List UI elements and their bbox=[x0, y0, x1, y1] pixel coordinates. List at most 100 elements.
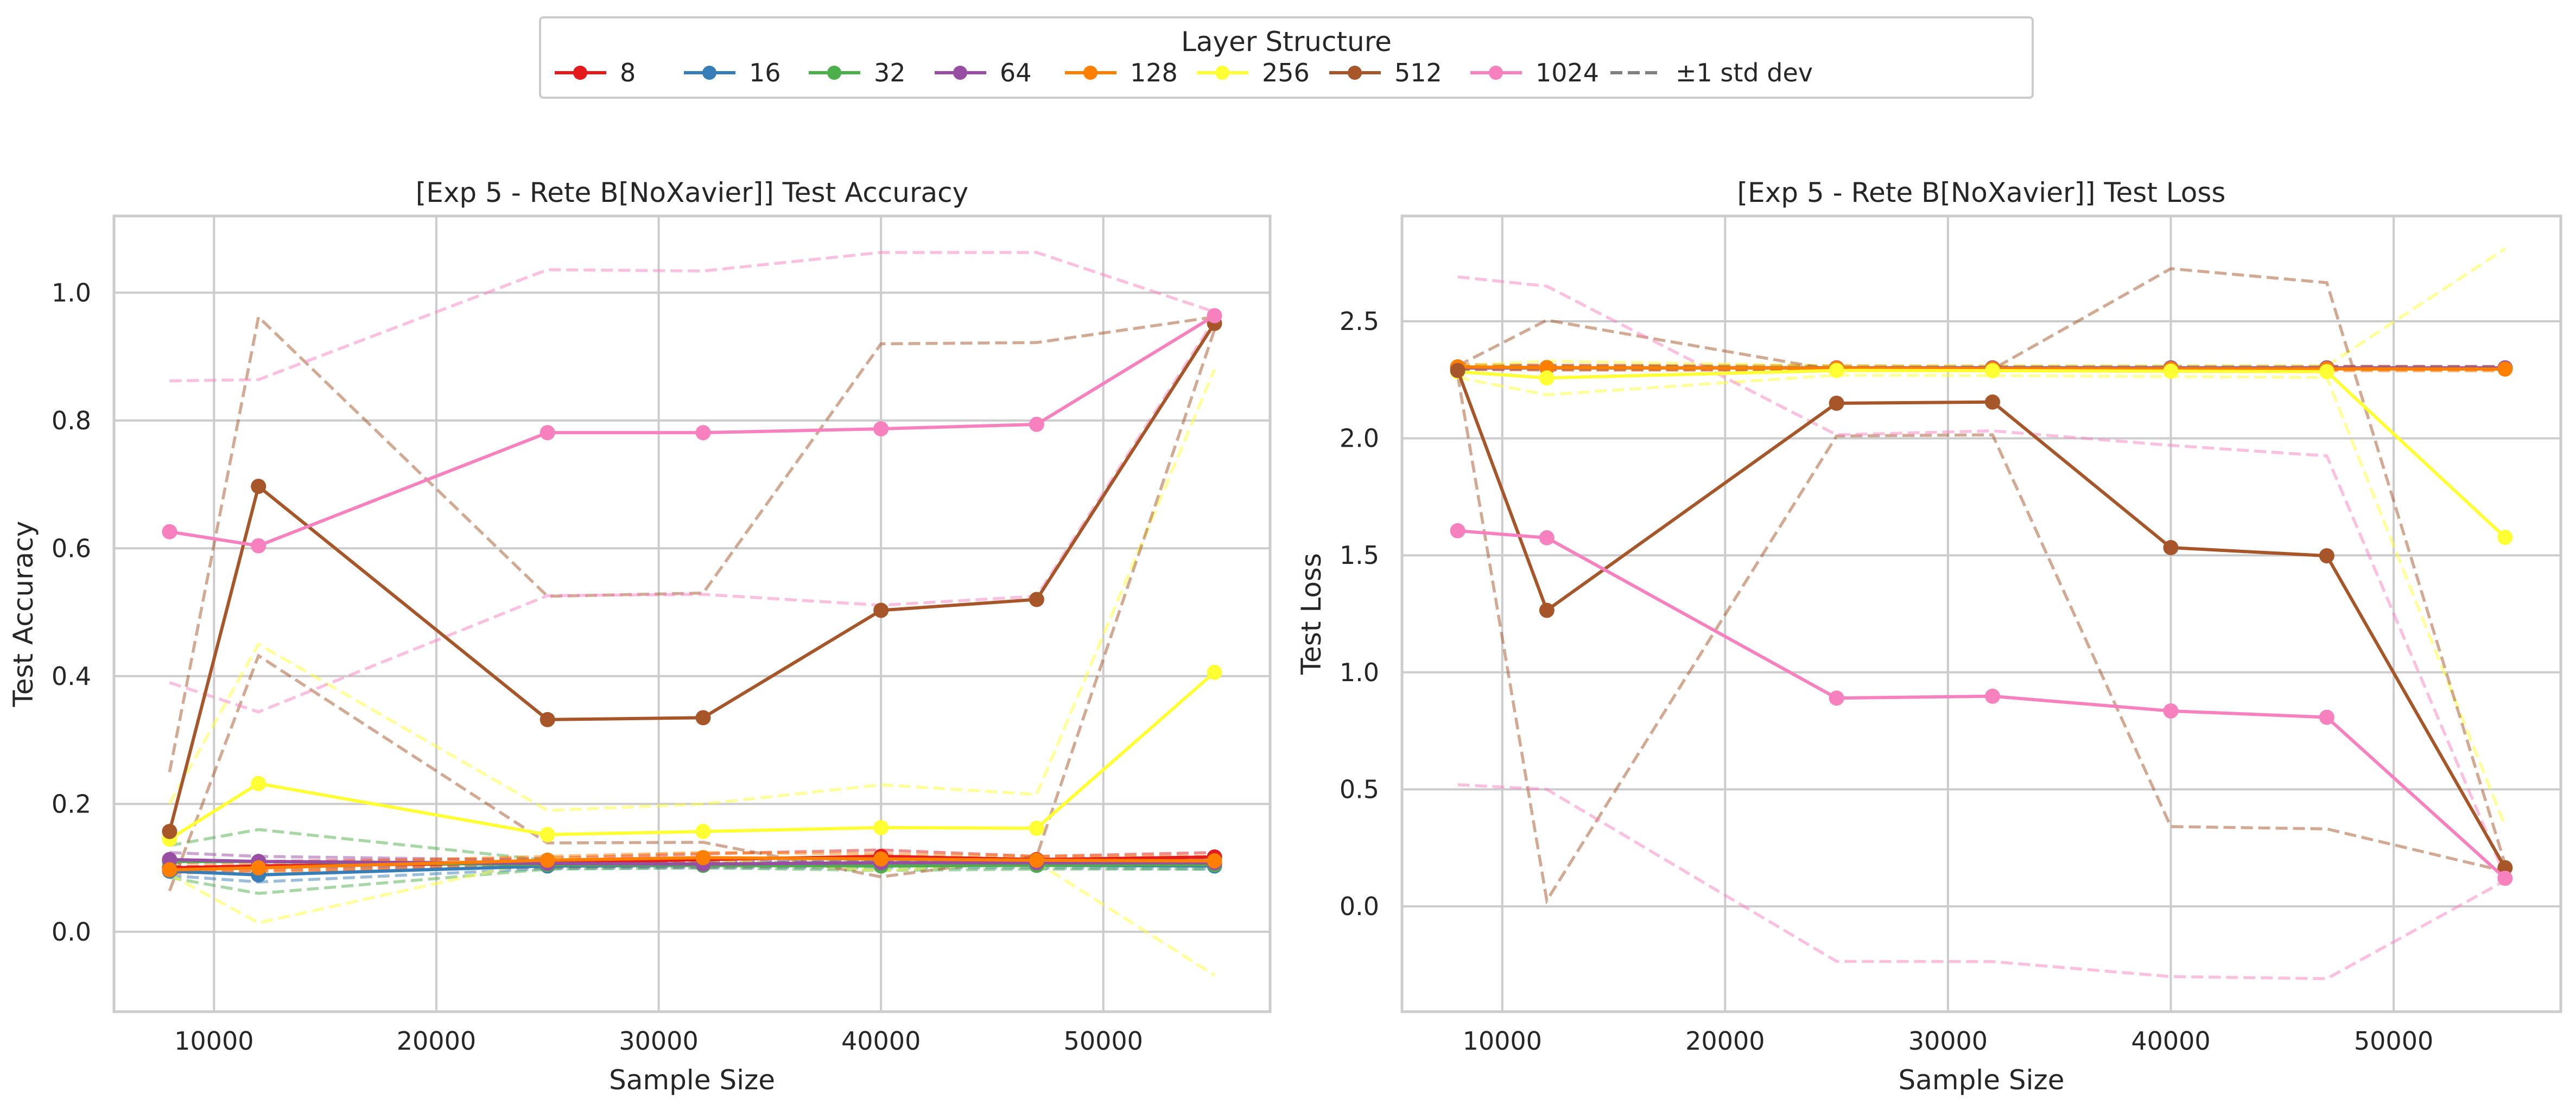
data-point-1024 bbox=[2497, 871, 2513, 886]
data-point-1024 bbox=[1450, 523, 1465, 538]
x-axis-label: Sample Size bbox=[609, 1064, 775, 1096]
data-point-256 bbox=[2163, 363, 2179, 379]
y-tick-label: 0.4 bbox=[52, 662, 91, 691]
data-point-256 bbox=[2497, 530, 2513, 545]
std-band-line-512-lower bbox=[168, 329, 1216, 892]
data-point-512 bbox=[251, 479, 267, 494]
y-axis-label: Test Loss bbox=[1296, 553, 1327, 675]
data-point-128 bbox=[873, 851, 889, 867]
data-point-1024 bbox=[2163, 703, 2179, 719]
data-point-512 bbox=[540, 712, 555, 727]
x-tick-label: 50000 bbox=[1064, 1026, 1143, 1056]
legend-line-swatch bbox=[935, 66, 986, 80]
data-point-1024 bbox=[1539, 530, 1555, 545]
y-axis-label: Test Accuracy bbox=[8, 521, 39, 708]
x-tick-label: 30000 bbox=[1908, 1026, 1988, 1056]
legend-item-label: 64 bbox=[1000, 58, 1032, 87]
legend-item-label: 1024 bbox=[1536, 58, 1600, 87]
data-point-1024 bbox=[2319, 709, 2334, 725]
plot-area bbox=[1402, 216, 2561, 1012]
loss-chart: 10000 20000 30000 40000 50000 0.0 0.5 1.0 1.5 2.0… bbox=[1296, 177, 2562, 1096]
y-tick-label: 2.5 bbox=[1340, 307, 1379, 336]
legend-line-swatch bbox=[809, 66, 860, 80]
legend-item-label: ±1 std dev bbox=[1676, 58, 1813, 87]
data-point-512 bbox=[873, 602, 889, 618]
data-point-512 bbox=[1029, 592, 1044, 607]
chart-title: [Exp 5 - Rete B[NoXavier]] Test Loss bbox=[1737, 177, 2226, 208]
data-point-512 bbox=[2497, 860, 2513, 875]
chart-title: [Exp 5 - Rete B[NoXavier]] Test Accuracy bbox=[416, 177, 969, 208]
data-point-512 bbox=[695, 710, 711, 726]
plot-frame bbox=[1400, 214, 2562, 1013]
data-point-256 bbox=[1829, 363, 1844, 378]
data-point-1024 bbox=[251, 538, 267, 554]
y-tick-label: 1.0 bbox=[52, 278, 91, 307]
y-tick-label: 0.8 bbox=[52, 406, 91, 435]
y-tick-label: 0.0 bbox=[52, 917, 91, 947]
data-point-1024 bbox=[1829, 690, 1844, 706]
y-tick-label: 0.0 bbox=[1340, 892, 1379, 921]
x-tick-label: 20000 bbox=[397, 1026, 476, 1056]
data-point-256 bbox=[1029, 821, 1044, 836]
x-tick-label: 50000 bbox=[2354, 1026, 2433, 1056]
x-tick-label: 10000 bbox=[174, 1026, 253, 1056]
data-point-256 bbox=[2319, 364, 2334, 379]
data-point-1024 bbox=[1029, 416, 1044, 432]
legend-item-label: 256 bbox=[1262, 58, 1310, 87]
data-point-128 bbox=[2497, 361, 2513, 377]
y-tick-label: 1.5 bbox=[1340, 541, 1379, 570]
legend-item-label: 8 bbox=[620, 58, 636, 87]
data-point-128 bbox=[695, 850, 711, 866]
plot-frame bbox=[112, 214, 1272, 1013]
data-point-512 bbox=[1450, 363, 1465, 378]
accuracy-chart: 10000 20000 30000 40000 50000 0.0 0.2 0.4 0.6 0.8… bbox=[8, 177, 1272, 1096]
data-point-256 bbox=[540, 827, 555, 842]
data-point-256 bbox=[251, 776, 267, 791]
y-tick-label: 0.2 bbox=[52, 789, 91, 818]
x-tick-label: 30000 bbox=[619, 1026, 698, 1056]
y-tick-label: 0.5 bbox=[1340, 774, 1379, 804]
std-band-line-1024-upper bbox=[1457, 275, 2507, 877]
plot-area bbox=[114, 216, 1270, 1012]
x-tick-label: 20000 bbox=[1685, 1026, 1765, 1056]
std-band-line-256-upper bbox=[168, 369, 1216, 812]
y-tick-label: 0.6 bbox=[52, 534, 91, 563]
data-point-1024 bbox=[873, 421, 889, 437]
data-point-512 bbox=[2163, 539, 2179, 555]
legend-dashed-swatch bbox=[1610, 71, 1662, 74]
data-point-128 bbox=[540, 852, 555, 868]
data-point-128 bbox=[162, 862, 177, 878]
legend-title: Layer Structure bbox=[1181, 26, 1392, 58]
legend-item-label: 32 bbox=[874, 58, 906, 87]
data-point-512 bbox=[1829, 395, 1844, 411]
legend-line-swatch bbox=[1065, 66, 1116, 80]
y-tick-label: 1.0 bbox=[1340, 658, 1379, 687]
series-line-128 bbox=[1457, 365, 2505, 371]
data-point-256 bbox=[695, 823, 711, 839]
std-band-line-1024-upper bbox=[169, 251, 1215, 383]
legend-line-swatch bbox=[1329, 66, 1381, 80]
std-band-line-512-lower bbox=[1456, 374, 2505, 905]
data-point-1024 bbox=[1985, 688, 2001, 704]
x-tick-label: 40000 bbox=[841, 1026, 921, 1056]
data-point-256 bbox=[1207, 664, 1222, 680]
legend-item-label: 128 bbox=[1130, 58, 1178, 87]
data-point-128 bbox=[1029, 852, 1044, 868]
data-point-1024 bbox=[1207, 308, 1222, 323]
data-point-512 bbox=[162, 823, 177, 839]
data-point-1024 bbox=[695, 425, 711, 441]
x-tick-label: 40000 bbox=[2131, 1026, 2210, 1056]
data-point-256 bbox=[1539, 370, 1555, 386]
legend-line-swatch bbox=[684, 66, 735, 80]
std-band-line-1024-lower bbox=[1457, 783, 2506, 980]
x-axis-label: Sample Size bbox=[1898, 1064, 2064, 1096]
data-point-512 bbox=[1985, 394, 2001, 410]
std-band-line-512-upper bbox=[168, 314, 1215, 772]
data-point-256 bbox=[1985, 363, 2001, 379]
legend-line-swatch bbox=[1197, 66, 1248, 80]
legend: Layer Structure 8 16 32 64 128 256 512 1024 ±1 s… bbox=[539, 16, 2034, 99]
x-tick-label: 10000 bbox=[1463, 1026, 1542, 1056]
legend-item-label: 16 bbox=[749, 58, 781, 87]
legend-item-label: 512 bbox=[1394, 58, 1442, 87]
